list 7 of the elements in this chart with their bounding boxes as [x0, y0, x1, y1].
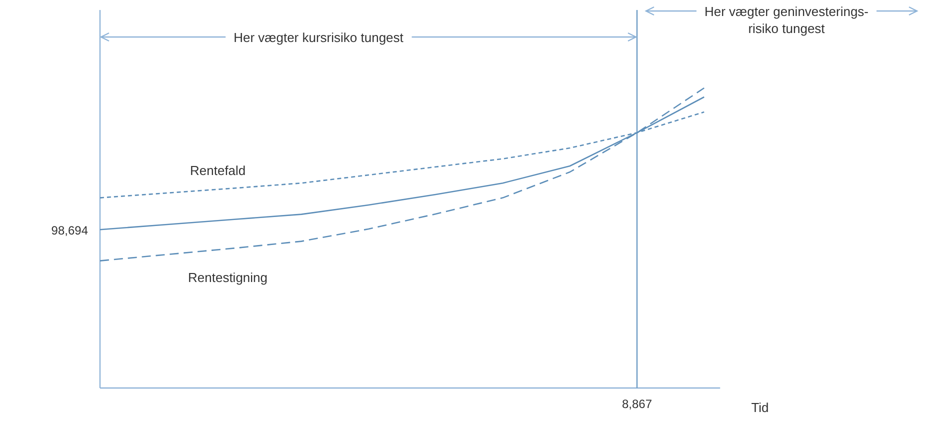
text: 98,694 — [51, 224, 88, 238]
text: 8,867 — [622, 397, 652, 411]
text: Her vægter geninvesterings- risiko tungest — [704, 4, 869, 36]
series-label: Rentefald — [190, 163, 246, 178]
series-label: Rentestigning — [188, 270, 268, 285]
text: Her vægter kursrisiko tungest — [234, 30, 404, 45]
x-axis-title: Tid — [751, 400, 769, 415]
